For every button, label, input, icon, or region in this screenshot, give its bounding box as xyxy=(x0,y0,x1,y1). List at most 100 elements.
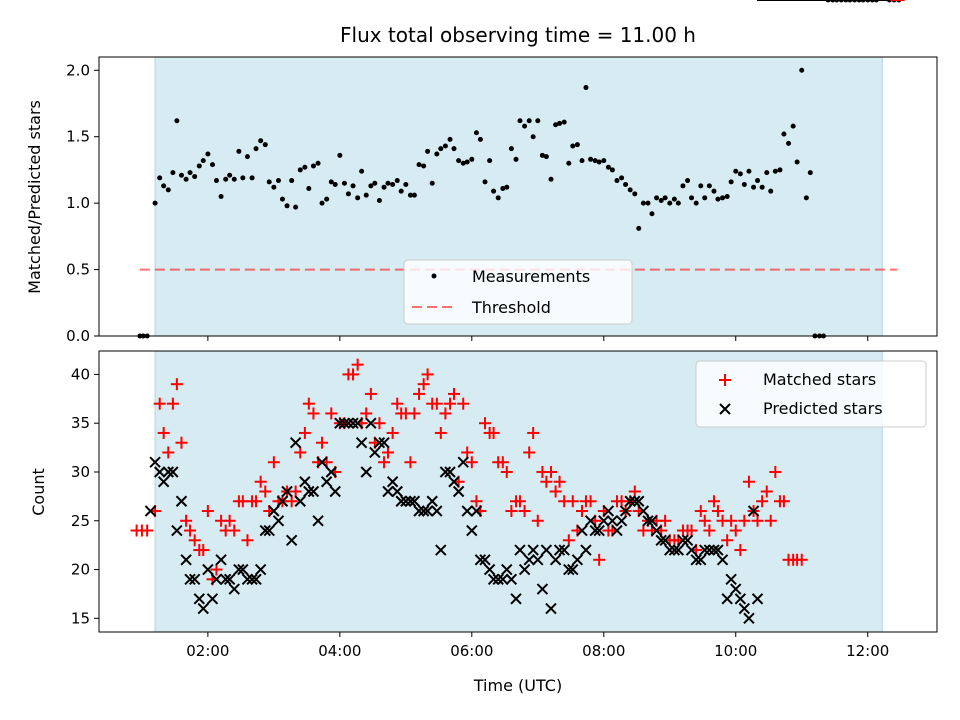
bottom-y-tick-label: 30 xyxy=(71,463,90,481)
measurement-point xyxy=(275,178,281,184)
predicted-star-marker xyxy=(167,466,179,478)
measurement-point xyxy=(456,158,462,164)
measurement-point xyxy=(223,176,229,182)
measurement-point xyxy=(315,160,321,166)
predicted-star-marker xyxy=(237,563,249,576)
matched-star-marker xyxy=(764,514,777,527)
predicted-star-marker xyxy=(611,524,623,537)
measurement-point xyxy=(487,158,493,164)
measurement-point xyxy=(539,152,545,158)
predicted-star-marker xyxy=(549,554,562,566)
predicted-star-marker xyxy=(699,544,711,556)
matched-star-marker xyxy=(347,368,360,381)
matched-star-marker xyxy=(197,544,210,557)
matched-star-marker xyxy=(742,475,755,488)
matched-star-marker xyxy=(378,456,391,469)
measurement-point xyxy=(161,183,167,189)
matched-star-marker xyxy=(513,495,526,508)
measurement-point xyxy=(720,195,726,201)
bottom-y-tick-label: 40 xyxy=(71,365,90,383)
measurement-point xyxy=(627,187,633,193)
top-axes-frame xyxy=(98,56,938,337)
measurement-point xyxy=(403,182,409,188)
measurement-point xyxy=(253,146,259,152)
measurement-point xyxy=(614,178,620,184)
measurement-point xyxy=(213,178,219,184)
measurement-point xyxy=(473,130,479,136)
predicted-star-marker xyxy=(334,417,346,429)
predicted-star-marker xyxy=(606,515,619,527)
bottom-y-tick-label: 20 xyxy=(71,561,90,579)
matched-star-marker xyxy=(487,426,500,439)
measurement-point xyxy=(416,162,422,168)
matched-star-marker xyxy=(141,524,154,537)
predicted-star-marker xyxy=(474,554,487,566)
measurement-point xyxy=(240,175,246,181)
predicted-star-marker xyxy=(448,476,460,488)
measurement-point xyxy=(310,163,316,169)
bottom-y-ticks: 15 20 25 30 35 40 xyxy=(71,365,99,627)
measurement-point xyxy=(271,184,277,190)
matched-star-marker xyxy=(703,524,716,537)
measurement-point xyxy=(583,85,589,91)
measurement-point xyxy=(376,197,382,203)
matched-star-marker xyxy=(769,465,782,478)
matched-star-marker xyxy=(698,514,711,527)
matched-star-marker xyxy=(170,378,183,391)
predicted-star-marker xyxy=(259,524,271,537)
matched-star-marker xyxy=(461,446,474,459)
top-y-tick-label: 2.0 xyxy=(66,61,90,79)
x-tick-label: 10:00 xyxy=(714,642,757,660)
predicted-star-marker xyxy=(342,417,355,429)
predicted-star-marker xyxy=(144,505,157,517)
predicted-star-marker xyxy=(470,505,483,517)
measurement-point xyxy=(359,168,365,174)
x-tick-label: 12:00 xyxy=(846,642,889,660)
matched-star-marker xyxy=(175,436,188,449)
chart-title: Flux total observing time = 11.00 h xyxy=(340,23,696,47)
measurement-point xyxy=(609,167,615,173)
measurement-point xyxy=(535,118,541,124)
matched-star-marker xyxy=(386,426,399,439)
measurement-point xyxy=(460,160,466,166)
matched-star-marker xyxy=(294,446,307,459)
predicted-star-marker xyxy=(325,466,337,478)
matched-star-marker xyxy=(549,485,562,498)
matched-star-marker xyxy=(382,446,395,459)
measurement-point xyxy=(781,131,787,137)
measurement-point xyxy=(741,182,747,188)
matched-star-marker xyxy=(404,456,417,469)
measurement-point xyxy=(601,158,607,164)
measurement-point xyxy=(407,192,413,198)
matched-star-marker xyxy=(500,465,513,478)
predicted-star-marker xyxy=(400,495,412,507)
measurement-point xyxy=(394,178,400,184)
measurement-point xyxy=(508,146,514,152)
top-y-ticks: 0.0 0.5 1.0 1.5 2.0 xyxy=(66,61,99,345)
measurement-point xyxy=(557,120,563,126)
predicted-star-marker xyxy=(576,524,588,537)
matched-star-marker xyxy=(228,524,241,537)
x-axis-label: Time (UTC) xyxy=(473,676,562,695)
measurement-point xyxy=(728,179,734,185)
measurement-point xyxy=(790,123,796,129)
measurement-point xyxy=(605,164,611,170)
measurement-point xyxy=(553,122,559,128)
predicted-star-marker xyxy=(589,524,601,537)
predicted-star-marker xyxy=(584,515,597,527)
predicted-star-marker xyxy=(303,485,315,498)
legend-predicted-label: Predicted stars xyxy=(763,399,883,418)
predicted-star-marker xyxy=(241,573,254,586)
measurement-point xyxy=(517,118,523,124)
matched-star-marker xyxy=(576,505,589,518)
matched-star-marker xyxy=(659,514,672,527)
measurement-point xyxy=(733,168,739,174)
predicted-star-marker xyxy=(285,534,298,546)
matched-star-marker xyxy=(351,358,364,371)
measurement-point xyxy=(258,138,264,144)
predicted-star-marker xyxy=(487,573,500,586)
measurement-point xyxy=(289,178,295,184)
bottom-legend-box xyxy=(695,360,927,428)
predicted-star-marker xyxy=(188,573,201,586)
predicted-star-marker xyxy=(536,583,549,595)
